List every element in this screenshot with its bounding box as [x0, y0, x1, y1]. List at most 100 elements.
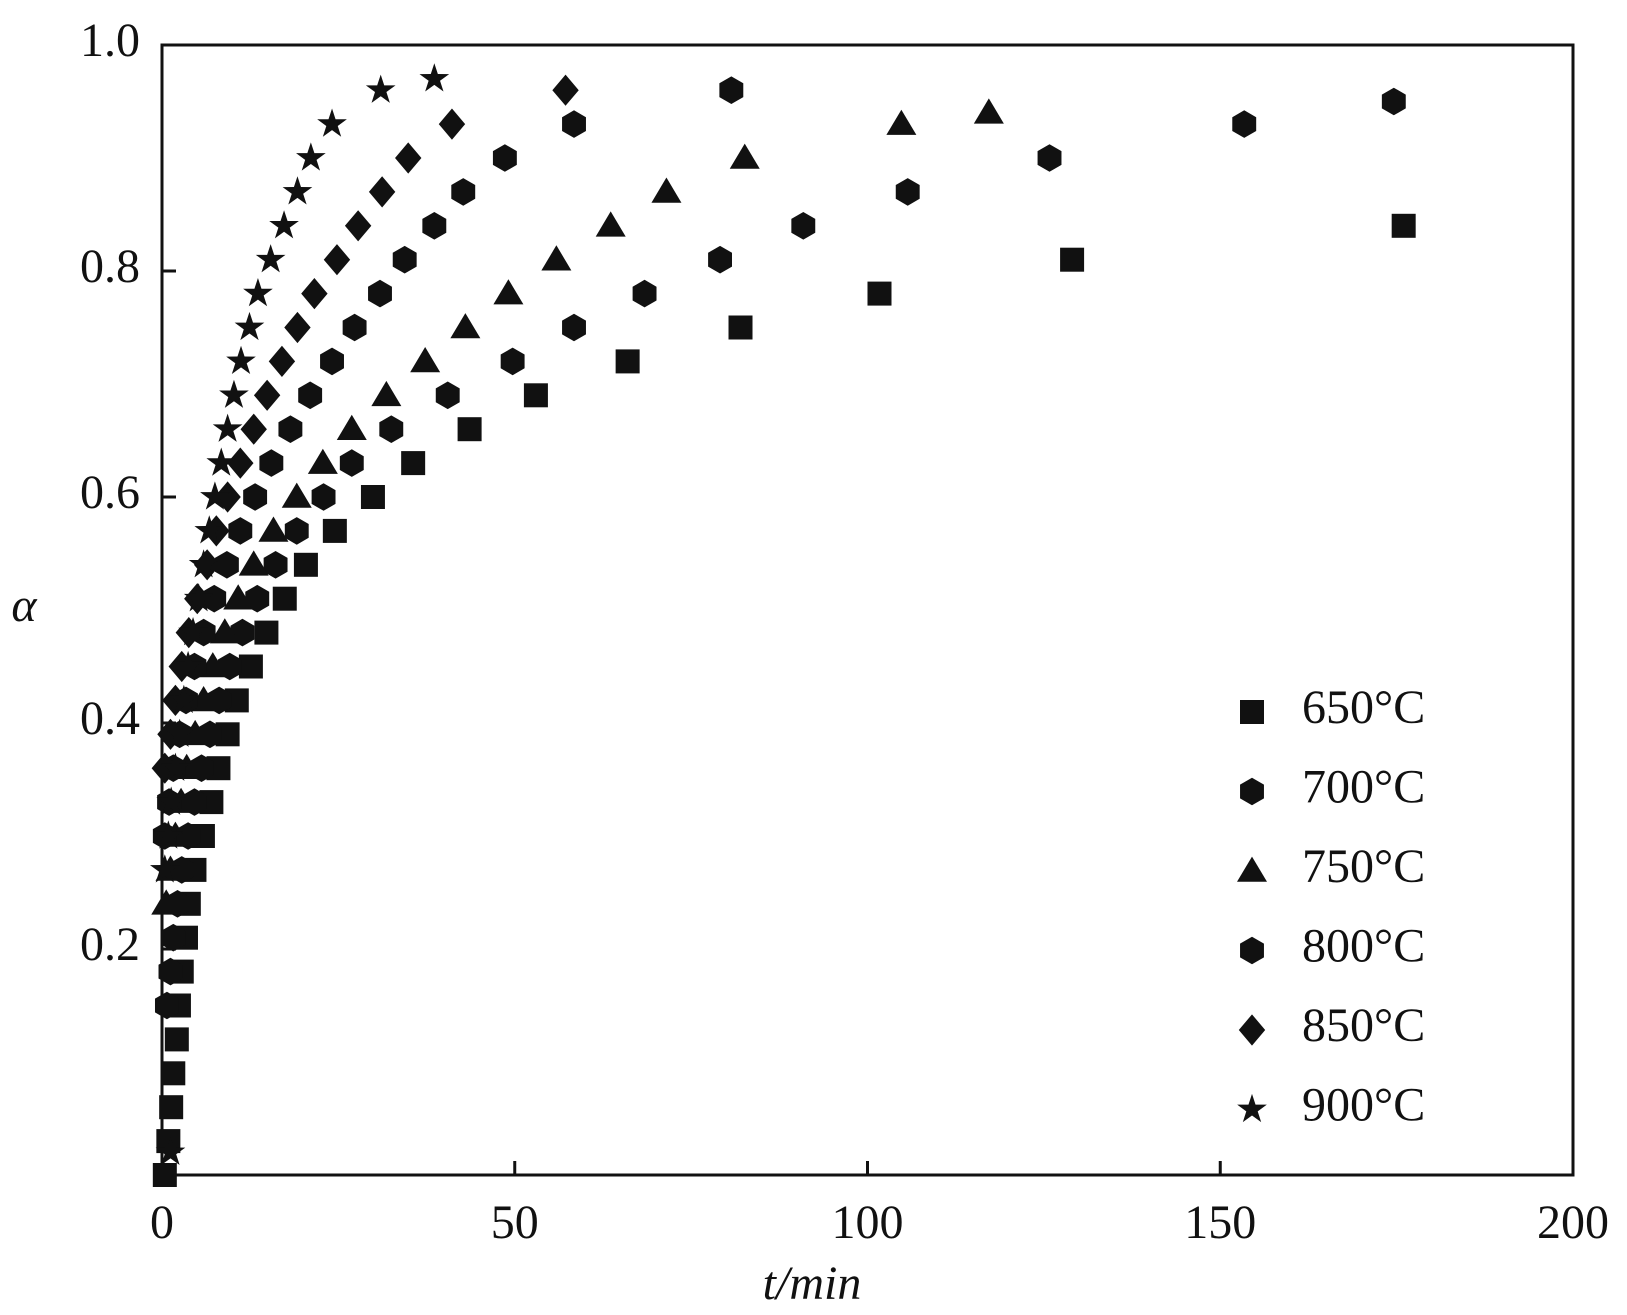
- data-point: [450, 313, 481, 339]
- y-tick-label: 0.2: [80, 918, 140, 971]
- data-point: [298, 381, 323, 410]
- data-point: [401, 451, 426, 476]
- data-point: [1391, 213, 1416, 238]
- data-point: [296, 142, 326, 171]
- data-point: [392, 245, 417, 274]
- data-point: [202, 584, 227, 613]
- data-point: [419, 63, 450, 92]
- data-point: [791, 212, 816, 240]
- data-point: [301, 278, 328, 310]
- data-point: [541, 245, 572, 271]
- data-point: [238, 550, 269, 576]
- data-point: [209, 618, 240, 644]
- data-point: [336, 414, 367, 440]
- x-tick-label: 150: [1184, 1196, 1256, 1249]
- data-point: [615, 349, 640, 374]
- data-point: [234, 311, 265, 341]
- data-point: [245, 584, 270, 613]
- data-point: [284, 311, 311, 344]
- data-point: [886, 109, 917, 135]
- data-point: [194, 515, 225, 544]
- data-point: [164, 1027, 189, 1052]
- data-point: [410, 347, 441, 373]
- data-point: [1381, 87, 1406, 116]
- y-tick-label: 1.0: [80, 14, 140, 67]
- x-tick-label: 0: [150, 1196, 174, 1249]
- data-point: [323, 244, 351, 276]
- legend-label: 650°C: [1302, 681, 1425, 734]
- data-point: [562, 313, 586, 342]
- data-point: [552, 74, 579, 106]
- data-point: [317, 108, 347, 137]
- data-point: [161, 1061, 186, 1086]
- data-point: [219, 379, 249, 408]
- data-point: [1232, 110, 1257, 138]
- data-point: [152, 1163, 177, 1187]
- data-point: [562, 110, 586, 138]
- data-point: [212, 413, 243, 442]
- data-point: [457, 417, 482, 442]
- data-point: [154, 991, 179, 1020]
- data-point: [258, 516, 289, 542]
- data-point: [282, 176, 313, 205]
- y-tick-label: 0.4: [80, 692, 140, 745]
- data-point: [379, 415, 404, 443]
- data-point: [240, 413, 267, 445]
- data-point: [307, 448, 338, 474]
- data-point: [729, 143, 760, 169]
- data-point: [153, 820, 184, 849]
- data-point: [1060, 247, 1085, 272]
- data-point: [227, 447, 254, 479]
- data-point: [268, 345, 296, 377]
- legend-marker: [1240, 777, 1264, 806]
- data-point: [595, 211, 626, 237]
- x-tick-label: 50: [491, 1196, 539, 1249]
- data-point: [339, 449, 364, 477]
- data-point: [159, 1095, 184, 1120]
- data-point: [200, 481, 230, 510]
- legend-label: 800°C: [1302, 920, 1425, 973]
- data-point: [320, 347, 344, 376]
- data-point: [395, 142, 422, 174]
- data-point: [719, 76, 744, 104]
- data-point: [173, 650, 203, 680]
- data-point: [451, 178, 476, 206]
- data-point: [269, 210, 299, 239]
- data-point: [243, 278, 273, 307]
- legend-marker: [1240, 700, 1264, 724]
- legend-marker: [1238, 1014, 1266, 1046]
- data-point: [500, 347, 525, 376]
- data-point: [164, 718, 195, 747]
- data-point: [157, 718, 184, 750]
- data-point: [151, 889, 182, 915]
- data-point: [284, 517, 309, 545]
- legend-label: 750°C: [1302, 840, 1425, 893]
- data-point: [160, 752, 191, 781]
- data-point: [243, 483, 268, 511]
- y-axis-label: α: [11, 579, 37, 632]
- data-point: [371, 380, 402, 407]
- data-point: [895, 178, 920, 206]
- data-point: [293, 552, 318, 577]
- data-point: [255, 244, 286, 273]
- data-point: [162, 684, 189, 716]
- data-point: [311, 483, 336, 511]
- data-point: [368, 279, 392, 308]
- data-point: [867, 281, 892, 306]
- data-point: [272, 586, 297, 611]
- data-point: [259, 449, 284, 477]
- data-point: [435, 381, 460, 410]
- data-point: [438, 108, 466, 140]
- data-point: [368, 176, 396, 208]
- data-point: [728, 315, 753, 340]
- data-point: [228, 517, 253, 545]
- legend-label: 700°C: [1302, 761, 1425, 814]
- data-point: [1037, 144, 1062, 172]
- data-point: [492, 144, 517, 172]
- data-point: [149, 854, 180, 883]
- data-point: [238, 654, 263, 679]
- data-point: [344, 210, 372, 242]
- data-point: [422, 212, 447, 240]
- data-point: [178, 617, 208, 646]
